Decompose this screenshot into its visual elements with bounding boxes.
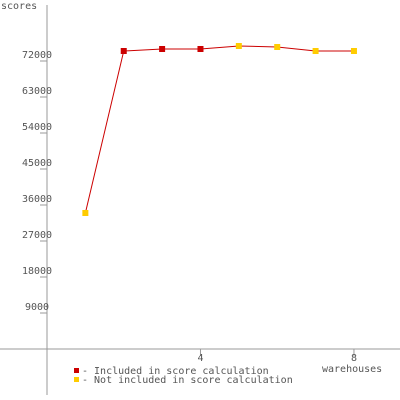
series-line bbox=[84, 45, 354, 214]
point bbox=[82, 210, 89, 216]
legend-label: - Not included in score calculation bbox=[82, 375, 293, 386]
x-tick-label: 4 bbox=[197, 353, 203, 364]
x-tick-label: 8 bbox=[351, 353, 357, 364]
x-axis-label: warehouses bbox=[322, 364, 382, 375]
point bbox=[197, 46, 204, 52]
point bbox=[274, 44, 281, 50]
y-tick-label: 45000 bbox=[22, 158, 52, 169]
legend-swatch bbox=[74, 368, 79, 373]
point bbox=[235, 43, 242, 49]
y-tick-label: 63000 bbox=[22, 86, 52, 97]
legend-swatch bbox=[74, 377, 79, 382]
legend-label: - Included in score calculation bbox=[82, 366, 269, 377]
y-tick-label: 54000 bbox=[22, 122, 52, 133]
point bbox=[350, 48, 357, 54]
y-tick-label: 27000 bbox=[22, 230, 52, 241]
y-tick-label: 72000 bbox=[22, 50, 52, 61]
point bbox=[312, 48, 319, 54]
point bbox=[120, 48, 127, 54]
y-tick-label: 18000 bbox=[22, 266, 52, 277]
y-tick-label: 36000 bbox=[22, 194, 52, 205]
y-axis-label: scores bbox=[1, 1, 37, 12]
point bbox=[159, 46, 166, 52]
y-tick-label: 9000 bbox=[25, 302, 49, 313]
